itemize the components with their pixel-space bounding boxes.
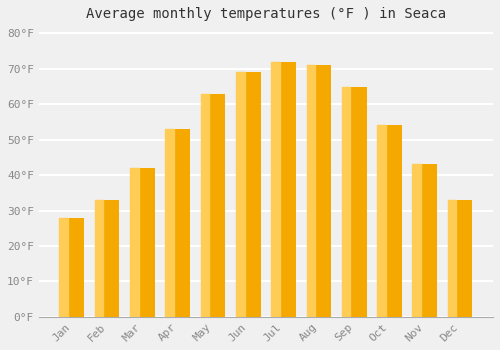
Bar — [377, 126, 386, 317]
Bar — [342, 86, 350, 317]
Bar — [448, 200, 456, 317]
Bar — [166, 129, 190, 317]
Bar — [412, 164, 421, 317]
Bar — [130, 168, 155, 317]
Bar — [377, 126, 402, 317]
Bar — [200, 93, 226, 317]
Bar — [271, 62, 296, 317]
Title: Average monthly temperatures (°F ) in Seaca: Average monthly temperatures (°F ) in Se… — [86, 7, 446, 21]
Bar — [166, 129, 174, 317]
Bar — [60, 218, 68, 317]
Bar — [448, 200, 472, 317]
Bar — [94, 200, 120, 317]
Bar — [130, 168, 138, 317]
Bar — [200, 93, 209, 317]
Bar — [271, 62, 280, 317]
Bar — [306, 65, 331, 317]
Bar — [236, 72, 244, 317]
Bar — [306, 65, 315, 317]
Bar — [236, 72, 260, 317]
Bar — [412, 164, 437, 317]
Bar — [60, 218, 84, 317]
Bar — [342, 86, 366, 317]
Bar — [94, 200, 104, 317]
